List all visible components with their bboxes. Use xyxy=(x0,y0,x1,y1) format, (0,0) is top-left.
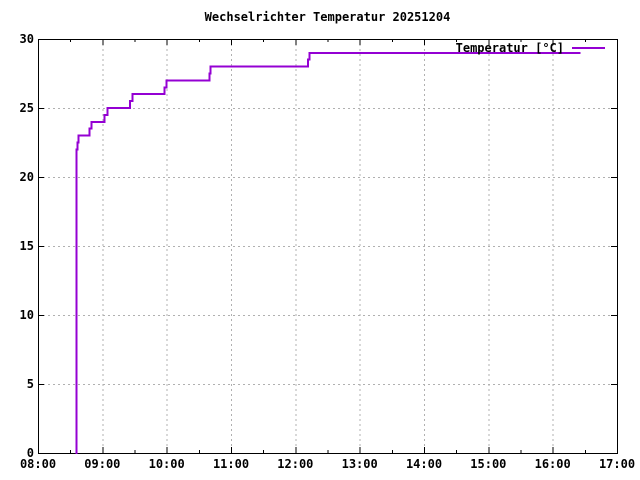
legend-line-sample-icon xyxy=(572,46,605,49)
x-tick-label: 16:00 xyxy=(535,457,571,471)
chart-title: Wechselrichter Temperatur 20251204 xyxy=(204,10,451,24)
x-tick-label: 08:00 xyxy=(20,457,56,471)
x-tick-label: 17:00 xyxy=(599,457,635,471)
temperature-line xyxy=(75,51,581,454)
x-tick-label: 09:00 xyxy=(84,457,120,471)
x-tick-label: 12:00 xyxy=(277,457,313,471)
y-tick-label: 15 xyxy=(20,239,34,253)
legend-label: Temperatur [°C] xyxy=(455,40,564,55)
x-tick-label: 11:00 xyxy=(213,457,249,471)
y-tick-label: 0 xyxy=(27,446,34,460)
x-tick-label: 13:00 xyxy=(342,457,378,471)
y-tick-label: 10 xyxy=(20,308,34,322)
y-tick-label: 5 xyxy=(27,377,34,391)
x-tick-label: 10:00 xyxy=(149,457,185,471)
x-tick-label: 14:00 xyxy=(406,457,442,471)
x-tick-label: 15:00 xyxy=(470,457,506,471)
legend: Temperatur [°C] xyxy=(456,40,605,55)
y-tick-label: 25 xyxy=(20,101,34,115)
y-tick-label: 30 xyxy=(20,32,34,46)
y-tick-label: 20 xyxy=(20,170,34,184)
